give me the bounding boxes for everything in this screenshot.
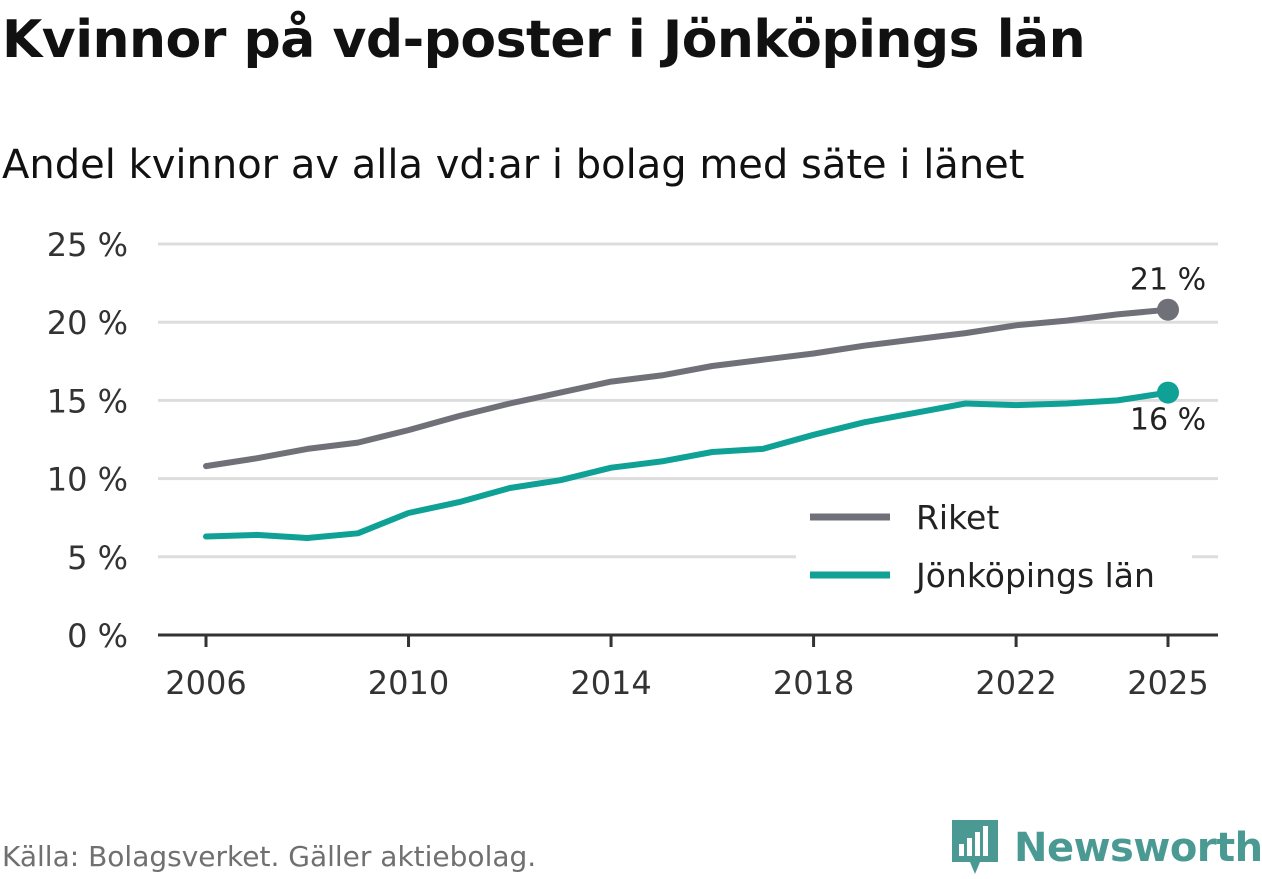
legend-label-jonkopings-lan: Jönköpings län [914, 556, 1155, 595]
x-tick-label: 2022 [975, 664, 1056, 702]
y-tick-label: 20 % [47, 304, 128, 342]
y-tick-label: 5 % [67, 539, 128, 577]
series-line-jonkopings-lan [203, 389, 1171, 541]
x-tick-label: 2018 [773, 664, 854, 702]
x-tick-label: 2025 [1127, 664, 1208, 702]
y-tick-label: 0 % [67, 617, 128, 655]
newsworthy-logo-icon [952, 820, 998, 874]
y-tick-label: 10 % [47, 461, 128, 499]
x-tick-label: 2010 [368, 664, 449, 702]
end-point-riket [1157, 298, 1179, 321]
legend-label-riket: Riket [916, 498, 999, 537]
end-label-riket: 21 % [1130, 263, 1206, 298]
y-tick-label: 15 % [47, 382, 128, 420]
chart-title: Kvinnor på vd-poster i Jönköpings län [2, 10, 1086, 70]
y-tick-label: 25 % [47, 226, 128, 264]
x-axis: 2006 2010 2014 2018 2022 2025 [158, 633, 1218, 702]
y-axis-tick-labels: 0 % 5 % 10 % 15 % 20 % 25 % [47, 226, 128, 655]
end-point-jonkopings-lan [1157, 381, 1179, 404]
chart-subtitle: Andel kvinnor av alla vd:ar i bolag med … [2, 142, 1025, 188]
legend: Riket Jönköpings län [796, 493, 1192, 603]
legend-background [796, 493, 1192, 603]
x-tick-label: 2014 [570, 664, 651, 702]
source-note: Källa: Bolagsverket. Gäller aktiebolag. [2, 840, 537, 873]
brand-logo: Newsworthy [950, 818, 1262, 878]
x-tick-label: 2006 [165, 664, 246, 702]
series-lines [203, 298, 1179, 541]
end-label-jonkopings-lan: 16 % [1130, 403, 1206, 438]
brand-name: Newsworthy [1014, 825, 1262, 871]
end-labels: 21 % 16 % [1130, 263, 1206, 438]
series-line-riket [203, 306, 1171, 470]
